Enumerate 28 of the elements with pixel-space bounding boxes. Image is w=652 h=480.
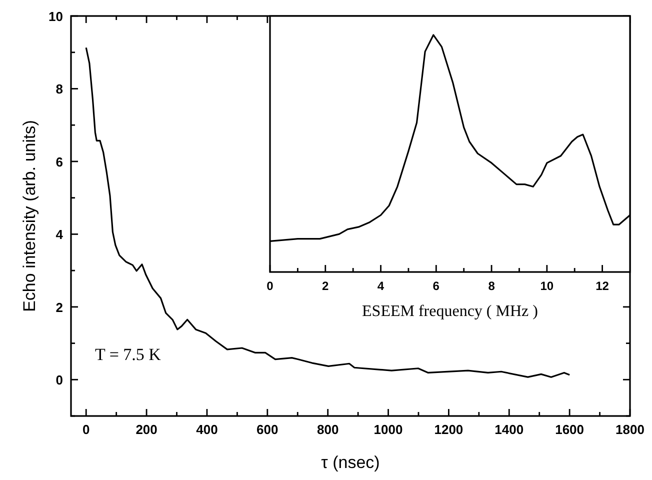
x-tick-label: 1400: [494, 422, 524, 437]
x-tick-label: 6: [432, 279, 440, 293]
y-tick-label: 8: [56, 82, 63, 97]
annotation: T = 7.5 K: [95, 345, 162, 364]
x-tick-label: 200: [136, 422, 158, 437]
x-tick-label: 0: [82, 422, 90, 437]
x-axis-title: τ (nsec): [321, 453, 380, 472]
x-tick-label: 600: [256, 422, 278, 437]
x-tick-label: 8: [488, 279, 496, 293]
x-tick-label: 400: [196, 422, 218, 437]
x-tick-label: 10: [540, 279, 554, 293]
x-tick-label: 4: [377, 279, 384, 293]
y-tick-label: 2: [56, 300, 63, 315]
x-tick-label: 1200: [434, 422, 464, 437]
x-tick-label: 12: [596, 279, 610, 293]
x-tick-label: 0: [266, 279, 274, 293]
y-tick-label: 0: [56, 372, 63, 388]
x-tick-label: 800: [316, 422, 339, 437]
x-tick-label: 1600: [555, 422, 584, 437]
y-tick-label: 6: [56, 154, 63, 170]
y-axis-title: Echo intensity (arb. units): [20, 120, 39, 312]
y-tick-label: 10: [48, 9, 63, 24]
x-tick-label: 1800: [616, 422, 644, 437]
y-tick-label: 4: [56, 227, 64, 242]
x-tick-label: 1000: [374, 422, 403, 437]
x-tick-label: 2: [322, 279, 330, 293]
x-axis-title: ESEEM frequency ( MHz ): [362, 303, 538, 320]
line-series: [85, 46, 570, 378]
